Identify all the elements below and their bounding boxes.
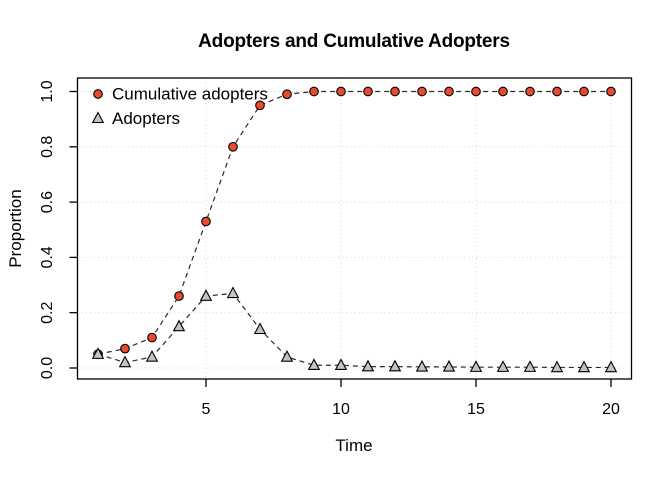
data-point-triangle <box>226 286 240 299</box>
x-axis-label: Time <box>335 436 372 455</box>
data-point-circle <box>471 86 481 97</box>
data-point-triangle <box>118 355 132 368</box>
data-point-triangle <box>253 322 267 335</box>
data-point-triangle <box>577 360 591 373</box>
data-point-triangle <box>334 358 348 370</box>
y-tick-label: 0.0 <box>39 357 56 379</box>
legend: Cumulative adopters Adopters <box>91 85 268 128</box>
data-point-circle <box>120 343 130 354</box>
x-tick-label: 10 <box>332 401 350 418</box>
data-point-triangle <box>91 347 105 359</box>
data-point-triangle <box>550 360 564 373</box>
y-tick-label: 0.8 <box>39 136 56 158</box>
series-markers-circle <box>93 86 616 360</box>
axes: 0.0 0.2 0.4 0.6 0.8 1.0 5 10 15 20 <box>39 80 620 418</box>
data-point-triangle <box>469 360 483 372</box>
data-point-triangle <box>145 349 159 362</box>
data-point-circle <box>309 86 319 97</box>
legend-marker-circle-icon <box>93 89 103 99</box>
data-point-triangle <box>496 360 510 372</box>
data-point-triangle <box>361 359 375 372</box>
data-point-triangle <box>307 358 321 370</box>
data-point-circle <box>228 141 238 152</box>
line-triangle <box>97 292 611 369</box>
data-point-circle <box>201 216 211 227</box>
x-tick-label: 15 <box>467 401 485 418</box>
data-point-triangle <box>415 359 429 372</box>
data-point-circle <box>606 86 616 97</box>
data-point-circle <box>444 86 454 97</box>
data-point-circle <box>282 89 292 100</box>
data-point-triangle <box>172 319 186 332</box>
data-point-circle <box>363 86 373 97</box>
chart-title: Adopters and Cumulative Adopters <box>198 31 510 52</box>
data-point-triangle <box>388 359 402 372</box>
data-point-circle <box>390 86 400 97</box>
data-point-circle <box>498 86 508 97</box>
y-tick-label: 1.0 <box>39 80 56 102</box>
data-point-circle <box>417 86 427 97</box>
series-markers-triangle <box>91 286 618 373</box>
data-point-circle <box>174 291 184 301</box>
data-point-triangle <box>523 360 537 372</box>
y-axis-label: Proportion <box>6 189 25 267</box>
data-point-triangle <box>442 359 456 372</box>
data-point-triangle <box>280 349 294 362</box>
y-tick-label: 0.2 <box>39 301 56 323</box>
series-line-circle <box>97 90 611 355</box>
data-point-circle <box>579 86 589 97</box>
data-point-circle <box>147 332 157 343</box>
legend-label-adopters: Adopters <box>112 109 180 128</box>
data-point-triangle <box>199 289 213 301</box>
x-tick-label: 20 <box>602 401 620 418</box>
series-line-triangle <box>97 292 611 369</box>
x-tick-label: 5 <box>202 401 211 418</box>
plot-box <box>76 77 633 380</box>
data-point-circle <box>336 86 346 97</box>
legend-label-cumulative: Cumulative adopters <box>112 85 268 104</box>
y-tick-label: 0.4 <box>39 246 56 268</box>
y-tick-label: 0.6 <box>39 191 56 213</box>
legend-marker-triangle-icon <box>91 111 105 124</box>
data-point-circle <box>552 86 562 97</box>
data-point-circle <box>255 100 265 111</box>
line-circle <box>97 90 611 355</box>
data-point-triangle <box>604 360 618 373</box>
data-point-circle <box>525 86 535 97</box>
